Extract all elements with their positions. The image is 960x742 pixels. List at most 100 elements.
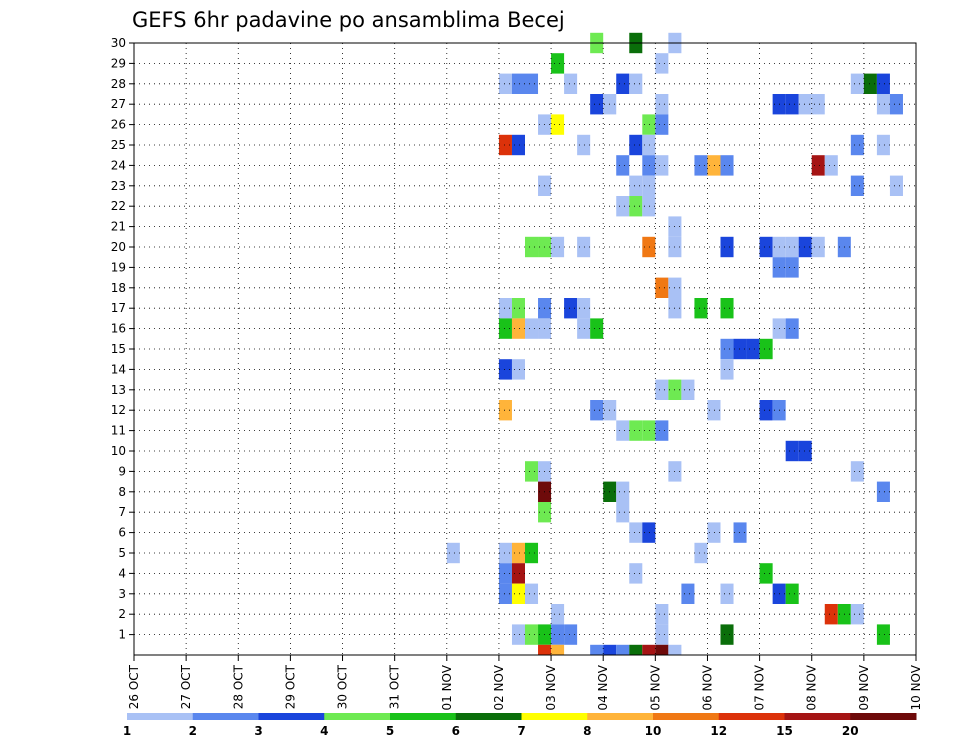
- heatmap-cell: [720, 155, 734, 176]
- y-tick-label: 10: [111, 444, 126, 458]
- colorbar-swatch: [390, 713, 457, 720]
- heatmap-cell: [850, 134, 864, 156]
- heatmap-cell: [655, 155, 669, 176]
- heatmap-cell: [538, 644, 552, 655]
- heatmap-cell: [759, 400, 773, 421]
- x-tick-label: 31 OCT: [388, 664, 402, 709]
- y-tick-label: 14: [111, 362, 126, 376]
- heatmap-cell: [798, 440, 812, 462]
- x-tick-label: 26 OCT: [127, 664, 141, 709]
- heatmap-cell: [863, 73, 877, 94]
- heatmap-cell: [511, 624, 525, 645]
- y-tick-label: 24: [111, 158, 126, 172]
- y-tick-label: 26: [111, 118, 126, 132]
- heatmap-cell: [668, 644, 682, 655]
- heatmap-cell: [498, 134, 512, 156]
- heatmap-cell: [876, 624, 890, 645]
- heatmap-cell: [629, 73, 643, 94]
- heatmap-cell: [798, 94, 812, 115]
- x-tick-label: 06 NOV: [700, 664, 714, 710]
- x-tick-label: 03 NOV: [544, 664, 558, 710]
- heatmap-cell: [616, 502, 630, 523]
- heatmap-cell: [850, 175, 864, 196]
- heatmap-cell: [785, 236, 799, 258]
- heatmap-cell: [577, 236, 591, 258]
- heatmap-cell: [525, 542, 539, 564]
- colorbar-swatch: [850, 713, 917, 720]
- colorbar-label: 20: [842, 724, 859, 738]
- heatmap-cells: [446, 32, 903, 655]
- y-tick-label: 30: [111, 36, 126, 50]
- y-tick-label: 11: [111, 424, 126, 438]
- colorbar-label: 15: [776, 724, 793, 738]
- heatmap-cell: [629, 563, 643, 584]
- heatmap-cell: [642, 155, 656, 176]
- y-tick-label: 7: [118, 505, 126, 519]
- heatmap-cell: [525, 583, 539, 604]
- heatmap-cell: [720, 338, 734, 360]
- y-tick-label: 27: [111, 97, 126, 111]
- x-tick-label: 29 OCT: [283, 664, 297, 709]
- y-tick-label: 9: [118, 464, 126, 478]
- colorbar-label: 8: [583, 724, 591, 738]
- heatmap-cell: [655, 624, 669, 645]
- colorbar-label: 2: [189, 724, 197, 738]
- heatmap-cell: [694, 542, 708, 564]
- heatmap-cell: [733, 522, 747, 543]
- heatmap-cell: [590, 94, 604, 115]
- heatmap-cell: [629, 175, 643, 196]
- heatmap-cell: [564, 298, 578, 319]
- heatmap-cell: [577, 318, 591, 339]
- y-tick-label: 23: [111, 179, 126, 193]
- colorbar-swatch: [127, 713, 194, 720]
- colorbar-label: 3: [254, 724, 262, 738]
- colorbar-label: 12: [710, 724, 727, 738]
- heatmap-cell: [811, 155, 825, 176]
- heatmap-cell: [511, 583, 525, 604]
- x-tick-label: 08 NOV: [805, 664, 819, 710]
- heatmap-cell: [498, 359, 512, 380]
- heatmap-cell: [707, 522, 721, 543]
- colorbar-label: 4: [320, 724, 328, 738]
- colorbar-label: 6: [452, 724, 460, 738]
- heatmap-cell: [511, 563, 525, 584]
- heatmap-cell: [720, 624, 734, 645]
- heatmap-cell: [629, 196, 643, 217]
- colorbar-label: 10: [645, 724, 662, 738]
- heatmap-cell: [759, 236, 773, 258]
- heatmap-cell: [642, 114, 656, 135]
- heatmap-cell: [642, 644, 656, 655]
- heatmap-cell: [876, 481, 890, 502]
- heatmap-cell: [642, 196, 656, 217]
- heatmap-cell: [655, 114, 669, 135]
- heatmap-cell: [629, 522, 643, 543]
- colorbar-label: 5: [386, 724, 394, 738]
- heatmap-cell: [498, 542, 512, 564]
- heatmap-cell: [889, 175, 903, 196]
- heatmap-cell: [655, 420, 669, 441]
- heatmap-cell: [629, 644, 643, 655]
- y-tick-label: 2: [118, 607, 126, 621]
- heatmap-cell: [590, 400, 604, 421]
- y-tick-label: 12: [111, 403, 126, 417]
- heatmap-cell: [498, 583, 512, 604]
- x-tick-label: 30 OCT: [336, 664, 350, 709]
- y-tick-label: 13: [111, 383, 126, 397]
- heatmap-cell: [655, 277, 669, 298]
- heatmap-cell: [694, 298, 708, 319]
- heatmap-cell: [746, 338, 760, 360]
- heatmap-cell: [551, 114, 565, 135]
- heatmap-cell: [511, 542, 525, 564]
- heatmap-cell: [876, 134, 890, 156]
- y-tick-label: 25: [111, 138, 126, 152]
- x-tick-label: 27 OCT: [179, 664, 193, 709]
- heatmap-cell: [525, 236, 539, 258]
- heatmap-cell: [707, 155, 721, 176]
- heatmap-cell: [655, 379, 669, 400]
- heatmap-cell: [525, 624, 539, 645]
- heatmap-cell: [446, 542, 460, 564]
- heatmap-cell: [525, 73, 539, 94]
- x-tick-label: 01 NOV: [440, 664, 454, 710]
- heatmap-cell: [629, 134, 643, 156]
- heatmap-cell: [798, 236, 812, 258]
